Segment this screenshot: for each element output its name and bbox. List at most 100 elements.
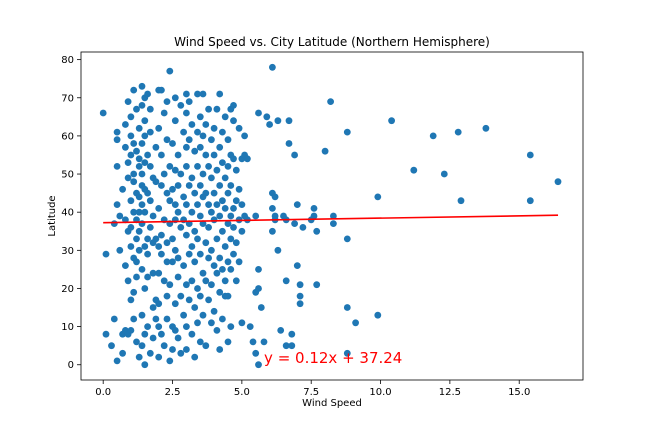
data-point <box>163 258 171 266</box>
data-point <box>271 193 279 201</box>
data-point <box>194 163 201 170</box>
data-point <box>196 182 204 189</box>
data-point <box>135 155 143 163</box>
data-point <box>194 319 201 327</box>
data-point <box>210 189 218 197</box>
data-point <box>232 239 240 247</box>
data-point <box>149 304 157 311</box>
data-point <box>158 86 165 94</box>
data-point <box>352 319 359 327</box>
data-point <box>135 227 143 235</box>
data-point <box>232 197 240 205</box>
data-point <box>194 235 201 243</box>
data-point <box>310 205 318 212</box>
points-layer <box>99 63 562 369</box>
data-point <box>146 163 154 170</box>
data-point <box>274 117 282 125</box>
data-point <box>282 342 290 350</box>
data-point <box>210 307 218 315</box>
data-point <box>124 98 132 105</box>
data-point <box>124 174 132 182</box>
data-point <box>158 231 165 239</box>
data-point <box>269 63 276 71</box>
data-point <box>194 128 201 136</box>
data-point <box>216 288 224 296</box>
data-point <box>183 90 190 98</box>
data-point <box>205 296 213 304</box>
y-tick-label: 0 <box>68 360 74 371</box>
data-point <box>171 94 179 102</box>
data-point <box>155 269 163 277</box>
data-point <box>183 163 190 170</box>
data-point <box>255 361 262 369</box>
data-point <box>205 201 213 209</box>
data-point <box>171 327 179 334</box>
data-point <box>221 243 229 250</box>
data-point <box>166 197 174 205</box>
data-point <box>174 182 182 189</box>
data-point <box>216 143 224 151</box>
data-point <box>235 124 243 132</box>
data-point <box>188 330 196 338</box>
data-point <box>230 205 237 212</box>
x-tick-label: 2.5 <box>165 387 181 398</box>
data-point <box>235 258 243 266</box>
data-point <box>177 292 185 300</box>
data-point <box>196 143 204 151</box>
data-point <box>310 212 318 220</box>
data-point <box>196 212 204 220</box>
data-point <box>224 136 232 144</box>
data-point <box>138 342 146 350</box>
x-tick-label: 0.0 <box>95 387 111 398</box>
data-point <box>149 334 157 342</box>
data-point <box>146 224 154 231</box>
data-point <box>169 258 176 266</box>
data-point <box>255 109 262 117</box>
data-point <box>224 189 232 197</box>
data-point <box>113 128 121 136</box>
data-point <box>177 170 185 178</box>
data-point <box>196 250 204 258</box>
data-point <box>232 277 240 285</box>
data-point <box>199 132 207 140</box>
data-point <box>138 266 146 273</box>
data-point <box>213 327 221 334</box>
data-point <box>205 105 213 113</box>
data-point <box>374 311 382 319</box>
data-point <box>219 197 226 205</box>
data-point <box>135 353 143 361</box>
regression-line <box>103 214 559 224</box>
data-point <box>454 128 462 136</box>
data-point <box>252 212 260 220</box>
data-point <box>130 288 138 296</box>
data-point <box>191 147 199 155</box>
data-point <box>130 178 138 186</box>
y-tick-label: 60 <box>61 131 74 142</box>
data-point <box>144 90 152 98</box>
data-point <box>180 262 188 269</box>
data-point <box>138 170 146 178</box>
data-point <box>122 262 129 269</box>
data-point <box>110 220 118 228</box>
data-point <box>138 82 146 90</box>
data-point <box>230 250 237 258</box>
data-point <box>343 235 351 243</box>
data-point <box>141 361 149 369</box>
data-point <box>191 189 199 197</box>
data-point <box>224 292 232 300</box>
data-point <box>205 224 213 231</box>
data-point <box>171 246 179 254</box>
y-tick-label: 30 <box>61 246 74 257</box>
data-point <box>269 205 276 212</box>
data-point <box>135 208 143 216</box>
data-point <box>180 193 188 201</box>
data-point <box>127 132 135 140</box>
data-point <box>194 285 201 292</box>
data-point <box>171 201 179 209</box>
data-point <box>166 357 174 365</box>
data-point <box>313 227 321 235</box>
data-point <box>188 121 196 128</box>
x-tick-label: 10.0 <box>369 387 391 398</box>
data-point <box>230 117 237 125</box>
data-point <box>313 281 321 289</box>
